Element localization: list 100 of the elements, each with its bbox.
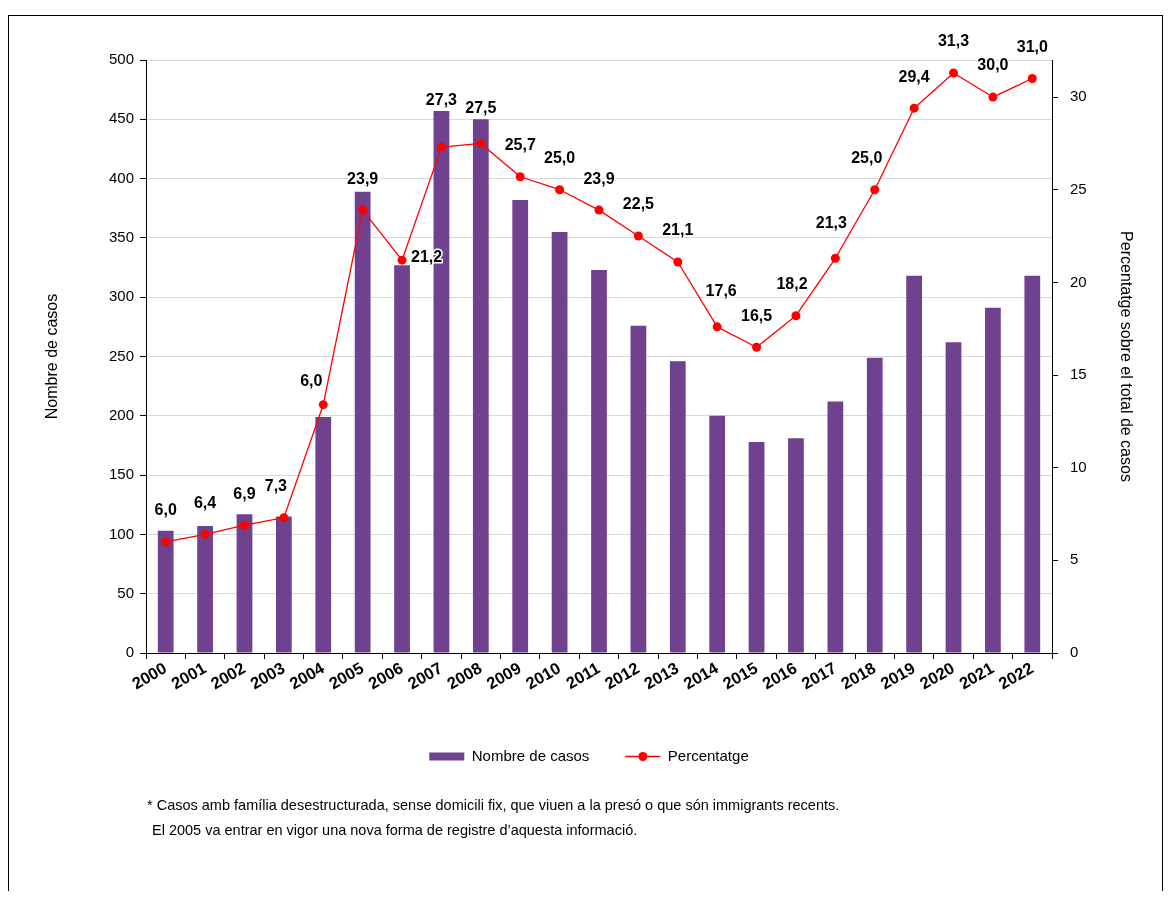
bar (748, 441, 765, 653)
bar (157, 530, 174, 653)
bar (709, 415, 726, 653)
y2-tick-label: 15 (1070, 365, 1087, 383)
legend-label: Percentatge (667, 746, 749, 764)
data-label: 30,0 (977, 56, 1009, 74)
x-tick-label: 2006 (365, 658, 406, 693)
x-tick-label: 2000 (128, 658, 170, 693)
x-tick-label: 2016 (758, 658, 800, 693)
point (239, 520, 249, 530)
y-tick-label: 400 (108, 168, 134, 186)
bar (512, 199, 529, 653)
point (909, 103, 919, 113)
point (161, 537, 171, 547)
bar (945, 342, 962, 653)
x-tick-label: 2004 (286, 658, 328, 693)
y-tick-label: 500 (108, 50, 134, 68)
data-label: 22,5 (622, 195, 655, 213)
data-label: 6,0 (154, 501, 177, 519)
text: El 2005 va entrar en vigor una nova forma de registre d’aquesta informació. (151, 821, 639, 840)
data-label: 18,2 (776, 275, 808, 293)
point (673, 257, 683, 267)
x-tick-label: 2014 (680, 658, 722, 693)
x-tick-label: 2021 (955, 658, 997, 693)
y-tick-label: 250 (108, 346, 134, 364)
data-label: 25,0 (544, 149, 576, 167)
x-tick-label: 2009 (483, 658, 524, 693)
point (870, 185, 880, 195)
bar (630, 325, 647, 653)
x-tick-label: 2011 (562, 658, 603, 692)
point (594, 205, 604, 215)
point (397, 255, 407, 265)
x-tick-label: 2013 (640, 658, 682, 693)
y2-axis-title: Percentatge sobre el total de casos (1117, 231, 1135, 482)
y2-tick-label: 25 (1070, 179, 1087, 197)
x-tick-label: 2018 (837, 658, 879, 693)
point (436, 142, 446, 152)
point (515, 172, 525, 182)
y-axis-title: Nombre de casos (43, 293, 61, 420)
point (476, 138, 486, 148)
bar (315, 416, 332, 653)
bar (866, 357, 883, 653)
x-tick-label: 2022 (995, 658, 1037, 693)
data-label: 23,9 (347, 169, 379, 187)
bar (985, 307, 1001, 653)
data-label: 16,5 (740, 306, 773, 324)
data-label: 6,4 (193, 493, 217, 511)
x-tick-label: 2003 (246, 658, 288, 693)
x-tick-label: 2020 (916, 658, 958, 693)
data-label: 27,3 (425, 90, 458, 108)
x-tick-label: 2010 (522, 658, 564, 693)
data-label: 6,9 (233, 484, 256, 502)
point (830, 253, 840, 263)
bar (197, 526, 213, 653)
x-tick-label: 2001 (168, 658, 209, 693)
y-tick-label: 0 (125, 643, 134, 661)
legend-label: Nombre de casos (471, 746, 590, 764)
data-label: 7,3 (264, 477, 288, 495)
bar (354, 191, 371, 653)
y-tick-label: 50 (117, 583, 134, 601)
data-label: 21,3 (815, 213, 848, 231)
data-label: 17,6 (705, 282, 737, 300)
x-tick-label: 2017 (798, 658, 840, 693)
x-tick-label: 2002 (207, 658, 249, 693)
bar (1024, 275, 1041, 653)
y-tick-label: 450 (108, 109, 134, 127)
bar (827, 401, 844, 653)
point (712, 322, 722, 332)
data-label: 31,3 (937, 32, 970, 50)
point (752, 342, 762, 352)
point (988, 92, 998, 102)
point (633, 231, 643, 241)
data-label: 27,5 (465, 98, 497, 116)
point (791, 311, 801, 321)
y2-tick-label: 30 (1070, 87, 1087, 105)
bar (788, 438, 804, 653)
x-tick-label: 2012 (601, 658, 643, 693)
data-label: 23,9 (583, 169, 615, 187)
y-tick-label: 300 (108, 287, 134, 305)
bar (591, 269, 607, 653)
y2-tick-label: 20 (1070, 272, 1087, 290)
data-label: 29,4 (898, 67, 930, 85)
y2-tick-label: 5 (1070, 550, 1079, 568)
x-tick-label: 2019 (877, 658, 918, 693)
y2-tick-label: 0 (1070, 643, 1079, 661)
point (318, 400, 328, 410)
data-label: 25,7 (504, 136, 536, 154)
point (555, 185, 565, 195)
bar (236, 514, 253, 653)
point (949, 68, 959, 78)
bar (669, 361, 686, 653)
point (1027, 74, 1037, 84)
bar (906, 275, 923, 653)
point (279, 513, 289, 523)
y-tick-label: 350 (108, 228, 134, 246)
point (200, 529, 210, 539)
y-tick-label: 100 (108, 524, 134, 542)
y2-tick-label: 10 (1070, 457, 1087, 475)
y-tick-label: 150 (108, 465, 134, 483)
data-label: 21,1 (662, 221, 694, 239)
